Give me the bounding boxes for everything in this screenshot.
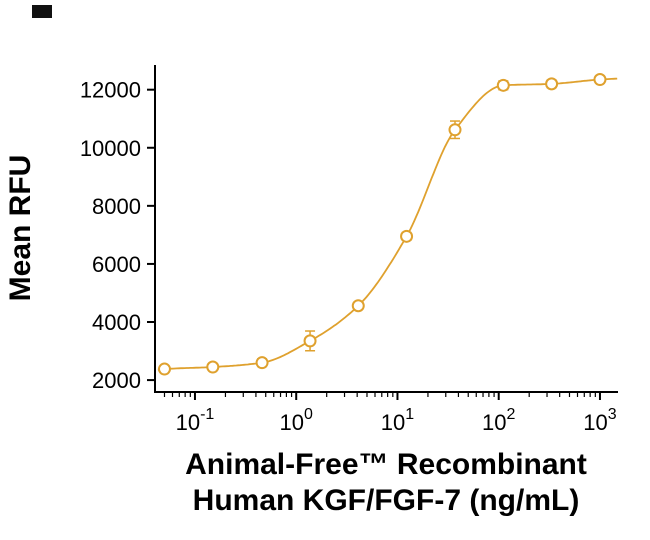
- svg-text:6000: 6000: [92, 252, 141, 277]
- svg-text:4000: 4000: [92, 310, 141, 335]
- data-points: [157, 73, 607, 376]
- axes: 2000 4000 6000 8000 10000 12000 10-1 100 101 102 1…: [80, 65, 618, 435]
- data-point-marker: [255, 356, 269, 370]
- x-axis-title-line2: Human KGF/FGF-7 (ng/mL): [193, 484, 580, 517]
- data-point-marker: [496, 78, 510, 92]
- corner-mark: [32, 5, 52, 18]
- data-point-marker: [206, 360, 220, 374]
- svg-text:2000: 2000: [92, 368, 141, 393]
- svg-text:8000: 8000: [92, 194, 141, 219]
- svg-text:103: 103: [583, 406, 616, 435]
- data-point-marker: [351, 299, 365, 313]
- svg-text:10-1: 10-1: [176, 406, 215, 435]
- svg-text:100: 100: [280, 406, 313, 435]
- data-point-marker: [593, 73, 607, 87]
- data-point-marker: [303, 334, 317, 348]
- fit-curve: [157, 77, 618, 371]
- svg-text:12000: 12000: [80, 78, 141, 103]
- data-point-marker: [448, 123, 462, 137]
- data-point-marker: [157, 362, 171, 376]
- svg-text:10000: 10000: [80, 136, 141, 161]
- x-axis-title-line1: Animal-Free™ Recombinant: [185, 448, 587, 481]
- data-point-marker: [545, 77, 559, 91]
- y-axis-title: Mean RFU: [4, 155, 37, 302]
- data-point-marker: [400, 229, 414, 243]
- svg-text:101: 101: [381, 406, 414, 435]
- svg-text:102: 102: [482, 406, 515, 435]
